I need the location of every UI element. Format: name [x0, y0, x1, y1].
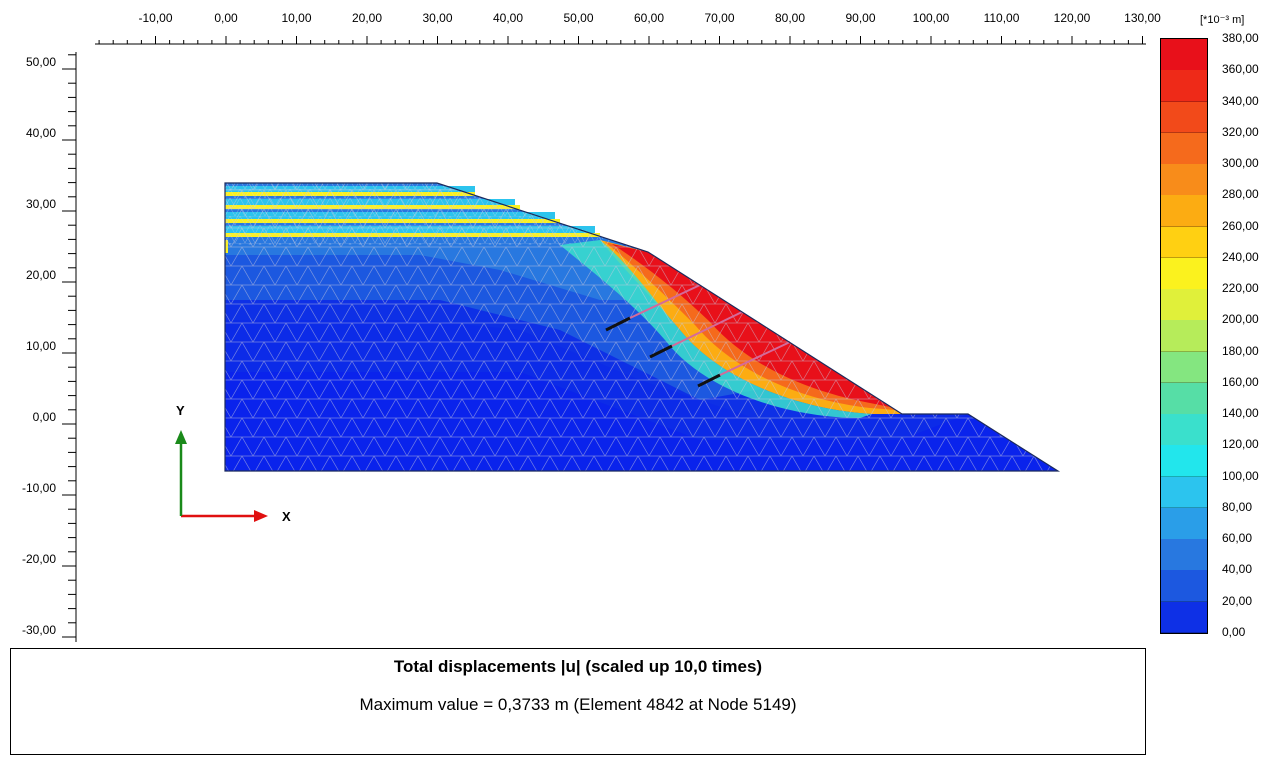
legend-label: 120,00	[1222, 437, 1259, 452]
x-tick-label: 0,00	[214, 11, 238, 25]
legend-band	[1161, 164, 1207, 196]
y-tick-label: 50,00	[26, 55, 56, 69]
y-tick-label: -10,00	[22, 481, 56, 495]
legend-band	[1161, 414, 1207, 446]
y-tick-label: 0,00	[33, 410, 57, 424]
x-tick-label: 130,00	[1124, 11, 1161, 25]
legend-label: 0,00	[1222, 625, 1246, 639]
legend-label: 40,00	[1222, 562, 1253, 577]
y-tick-label: 20,00	[26, 268, 56, 282]
displacement-contour-plot	[224, 182, 1061, 472]
legend-band	[1161, 132, 1207, 165]
legend-band	[1161, 101, 1207, 134]
legend-label: 160,00	[1222, 374, 1259, 389]
geometry-outline	[224, 182, 1061, 472]
legend-band	[1161, 570, 1207, 603]
legend-label: 320,00	[1222, 124, 1259, 139]
coordinate-axes-indicator: X Y	[175, 403, 291, 524]
legend-band	[1161, 382, 1207, 415]
y-ruler: 50,00 40,00 30,00 20,00 10,00 0,00 -10,00 -20,0…	[22, 52, 77, 642]
legend-label: 240,00	[1222, 249, 1259, 264]
x-axis-letter: X	[282, 509, 291, 524]
x-tick-label: 60,00	[634, 11, 664, 25]
legend-band	[1161, 226, 1207, 259]
legend-label: 60,00	[1222, 531, 1253, 546]
legend-label: 380,00	[1222, 31, 1259, 45]
legend-label: 200,00	[1222, 312, 1259, 327]
legend-band	[1161, 445, 1207, 478]
legend-band	[1161, 351, 1207, 384]
y-tick-label: -30,00	[22, 623, 56, 637]
legend-label: 20,00	[1222, 593, 1253, 608]
soil-nails	[605, 284, 791, 388]
result-info-box: Total displacements |u| (scaled up 10,0 …	[10, 648, 1146, 755]
legend-band	[1161, 476, 1207, 509]
y-tick-label: 10,00	[26, 339, 56, 353]
legend-label: 220,00	[1222, 281, 1259, 296]
x-ruler: -10,00 0,00 10,00 20,00 30,00 40,00 50,00 60,00…	[95, 11, 1161, 45]
x-tick-label: 110,00	[984, 11, 1020, 25]
x-tick-label: 10,00	[281, 11, 311, 25]
x-tick-label: 50,00	[563, 11, 593, 25]
legend-label: 80,00	[1222, 499, 1253, 514]
legend-band	[1161, 39, 1207, 71]
legend-label: 360,00	[1222, 62, 1259, 77]
x-tick-label: 100,00	[913, 11, 950, 25]
legend-band	[1161, 601, 1207, 634]
max-value-text: Maximum value = 0,3733 m (Element 4842 a…	[359, 695, 797, 714]
legend-label: 100,00	[1222, 468, 1259, 483]
legend-unit: [*10⁻³ m]	[1200, 14, 1245, 26]
legend-label: 300,00	[1222, 156, 1259, 171]
legend-label: 140,00	[1222, 406, 1259, 421]
legend-band	[1161, 195, 1207, 228]
legend-band	[1161, 507, 1207, 540]
x-tick-label: 20,00	[352, 11, 382, 25]
legend-band	[1161, 320, 1207, 353]
legend-band	[1161, 289, 1207, 321]
x-tick-label: 90,00	[845, 11, 875, 25]
x-tick-label: 80,00	[775, 11, 805, 25]
legend-label: 180,00	[1222, 343, 1259, 358]
legend-label: 340,00	[1222, 93, 1259, 108]
legend-band	[1161, 70, 1207, 102]
legend-band	[1161, 257, 1207, 290]
y-tick-label: -20,00	[22, 552, 56, 566]
x-tick-label: -10,00	[138, 11, 172, 25]
x-tick-label: 70,00	[704, 11, 734, 25]
y-axis-letter: Y	[176, 403, 185, 418]
legend-band	[1161, 539, 1207, 571]
x-tick-label: 120,00	[1054, 11, 1091, 25]
y-tick-label: 30,00	[26, 197, 56, 211]
color-legend	[1160, 38, 1208, 634]
legend-label: 260,00	[1222, 218, 1259, 233]
y-tick-label: 40,00	[26, 126, 56, 140]
legend-label: 280,00	[1222, 187, 1259, 202]
result-title: Total displacements |u| (scaled up 10,0 …	[393, 657, 763, 676]
x-tick-label: 30,00	[422, 11, 452, 25]
x-tick-label: 40,00	[493, 11, 523, 25]
